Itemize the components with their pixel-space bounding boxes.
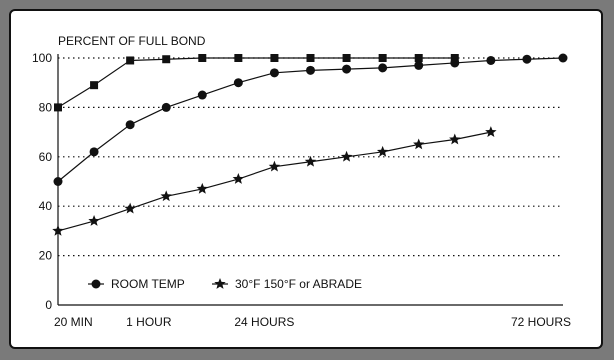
data-point bbox=[304, 155, 317, 167]
data-point bbox=[270, 54, 279, 62]
x-tick-label: 72 HOURS bbox=[511, 315, 571, 329]
legend-marker bbox=[214, 278, 226, 289]
data-point bbox=[53, 177, 63, 186]
data-point bbox=[89, 147, 99, 157]
data-point bbox=[306, 54, 315, 62]
series-star bbox=[52, 126, 497, 236]
data-point bbox=[306, 65, 315, 75]
series-square bbox=[54, 54, 459, 112]
data-point bbox=[162, 55, 171, 64]
grid-layer bbox=[58, 57, 563, 257]
legend-item: ROOM TEMP bbox=[88, 277, 185, 291]
data-point bbox=[414, 60, 424, 70]
data-point bbox=[90, 81, 99, 90]
data-point bbox=[126, 56, 135, 65]
data-point bbox=[414, 54, 423, 62]
data-point bbox=[125, 120, 135, 130]
y-tick-label: 0 bbox=[45, 298, 52, 312]
data-point bbox=[52, 224, 64, 236]
data-point bbox=[340, 150, 353, 162]
data-point bbox=[234, 54, 243, 62]
series-line bbox=[57, 57, 455, 108]
data-point bbox=[268, 160, 281, 172]
series-circle bbox=[53, 53, 568, 186]
y-tick-label: 40 bbox=[39, 199, 53, 213]
axes-layer: 0 20 40 60 80 100 20 MIN 1 HOUR 24 HOURS 72 HOURS bbox=[32, 51, 571, 329]
data-point bbox=[197, 90, 207, 100]
data-point bbox=[342, 64, 352, 74]
data-point bbox=[342, 54, 351, 62]
data-point bbox=[486, 55, 496, 65]
data-point bbox=[558, 53, 568, 63]
series-layer bbox=[52, 53, 568, 236]
data-point bbox=[232, 173, 245, 184]
data-point bbox=[124, 202, 136, 214]
data-point bbox=[233, 78, 243, 88]
data-point bbox=[376, 145, 389, 157]
y-tick-label: 20 bbox=[39, 249, 53, 263]
data-point bbox=[485, 126, 497, 137]
x-tick-label: 20 MIN bbox=[54, 315, 93, 329]
legend-item: 30°F 150°F or ABRADE bbox=[212, 277, 362, 291]
data-point bbox=[88, 215, 100, 226]
data-point bbox=[160, 190, 172, 202]
x-tick-label: 24 HOURS bbox=[234, 315, 294, 329]
data-point bbox=[378, 63, 388, 73]
data-point bbox=[269, 68, 279, 78]
data-point bbox=[196, 182, 208, 194]
data-point bbox=[198, 54, 207, 62]
data-point bbox=[54, 103, 62, 112]
data-point bbox=[522, 54, 532, 64]
data-point bbox=[378, 54, 387, 62]
series-line bbox=[57, 131, 491, 232]
legend-marker bbox=[91, 279, 101, 289]
y-tick-label: 80 bbox=[39, 100, 53, 114]
data-point bbox=[450, 54, 459, 62]
data-point bbox=[450, 58, 460, 68]
y-tick-label: 100 bbox=[32, 51, 52, 65]
y-tick-label: 60 bbox=[39, 150, 53, 164]
x-tick-label: 1 HOUR bbox=[126, 315, 172, 329]
legend: ROOM TEMP 30°F 150°F or ABRADE bbox=[88, 277, 362, 291]
chart-card bbox=[9, 9, 603, 349]
data-point bbox=[161, 102, 171, 112]
chart-title: PERCENT OF FULL BOND bbox=[58, 34, 206, 48]
data-point bbox=[413, 138, 425, 150]
data-point bbox=[449, 133, 461, 145]
legend-label: ROOM TEMP bbox=[111, 277, 185, 291]
legend-label: 30°F 150°F or ABRADE bbox=[235, 277, 362, 291]
